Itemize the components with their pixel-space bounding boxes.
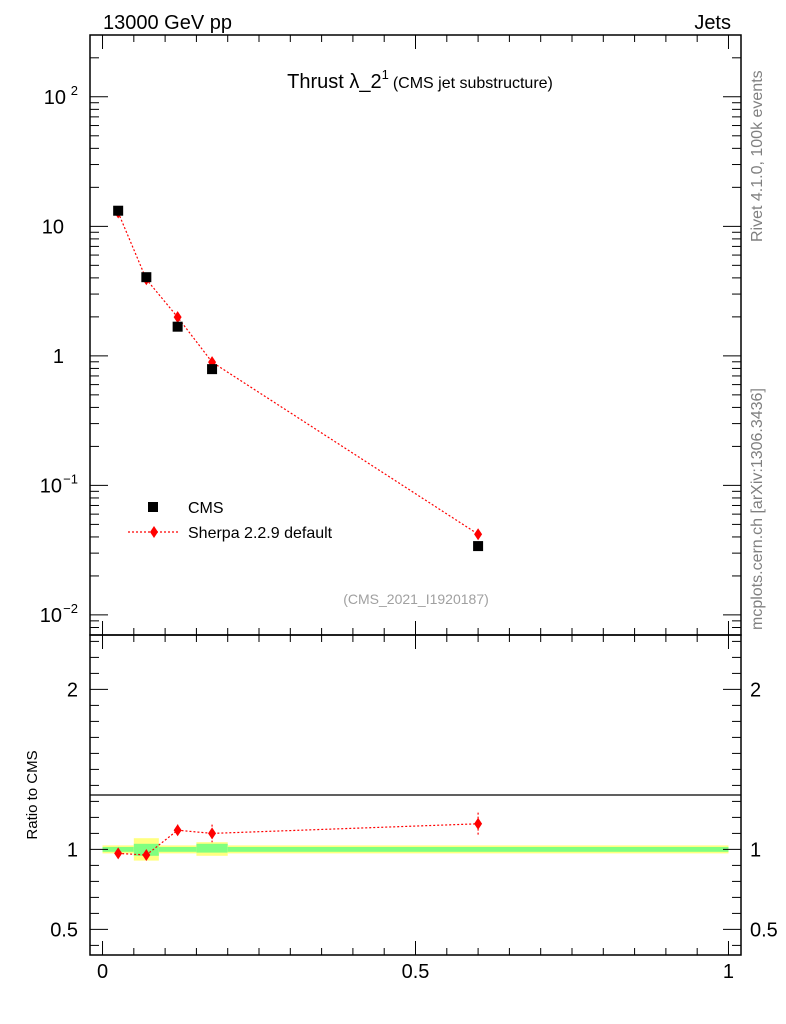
mc-series-main	[114, 206, 483, 541]
data-point	[207, 364, 218, 375]
data-point	[113, 205, 124, 216]
data-point	[473, 541, 484, 552]
mc-line	[117, 212, 479, 535]
y-tick-exponent: −1	[63, 471, 78, 486]
ratio-uncertainty-bands	[102, 838, 729, 861]
legend-data-label: CMS	[188, 500, 224, 517]
plot-title: Thrust λ_21 (CMS jet substructure)	[287, 67, 553, 93]
legend-data-marker	[148, 502, 158, 512]
ratio-ticks	[90, 635, 741, 955]
ratio-panel: 0.5 0.5 1 1 2 2 0 0.5 1 Ratio to CMS	[24, 634, 778, 983]
mc-point	[474, 528, 483, 541]
analysis-watermark: (CMS_2021_I1920187)	[343, 591, 489, 607]
ratio-y-axis-label: Ratio to CMS	[24, 750, 41, 839]
x-tick-label: 0	[97, 961, 108, 983]
title-main: Thrust λ_2	[287, 71, 381, 93]
title-superscript: 1	[382, 67, 389, 82]
band-inner	[227, 847, 729, 852]
main-y-ticks	[90, 34, 741, 636]
data-point	[172, 321, 183, 332]
x-tick-label: 1	[723, 961, 734, 983]
ratio-y-tick-label-right: 2	[750, 679, 761, 701]
legend-mc-label: Sherpa 2.2.9 default	[188, 525, 333, 542]
y-tick-label: 10	[40, 605, 62, 627]
ratio-y-tick-label-right: 1	[750, 839, 761, 861]
header-observable: Jets	[694, 12, 731, 34]
data-series-main	[113, 205, 484, 552]
y-tick-label: 10	[44, 87, 66, 109]
data-point	[141, 272, 152, 283]
ratio-tick-labels: 0.5 0.5 1 1 2 2 0 0.5 1	[50, 679, 778, 983]
legend: CMS Sherpa 2.2.9 default	[128, 500, 333, 542]
y-tick-exponent: −2	[63, 601, 78, 616]
ratio-y-tick-label-right: 0.5	[750, 919, 778, 941]
y-tick-exponent: 2	[71, 83, 78, 98]
band-inner	[158, 847, 197, 852]
x-tick-label: 0.5	[402, 961, 430, 983]
mc-point	[173, 311, 182, 324]
ratio-y-tick-label-left: 2	[67, 679, 78, 701]
ratio-y-tick-label-left: 0.5	[50, 919, 78, 941]
ratio-mc-point	[208, 827, 217, 840]
y-tick-label: 1	[53, 346, 64, 368]
rivet-version-label: Rivet 4.1.0, 100k events	[749, 70, 766, 242]
ratio-mc-point	[474, 817, 483, 830]
ratio-mc-series	[114, 812, 483, 861]
legend-mc-marker	[150, 526, 158, 538]
ratio-y-tick-label-left: 1	[67, 839, 78, 861]
y-tick-label: 10	[42, 216, 64, 238]
band-inner	[196, 843, 228, 853]
y-tick-label: 10	[40, 475, 62, 497]
ratio-mc-point	[142, 849, 151, 861]
title-note: (CMS jet substructure)	[393, 75, 553, 92]
header-process: 13000 GeV pp	[103, 12, 232, 34]
ratio-mc-point	[173, 824, 182, 837]
main-frame	[89, 34, 742, 636]
ratio-mc-point	[114, 847, 123, 860]
mcplots-reference-label: mcplots.cern.ch [arXiv:1306.3436]	[749, 388, 766, 630]
